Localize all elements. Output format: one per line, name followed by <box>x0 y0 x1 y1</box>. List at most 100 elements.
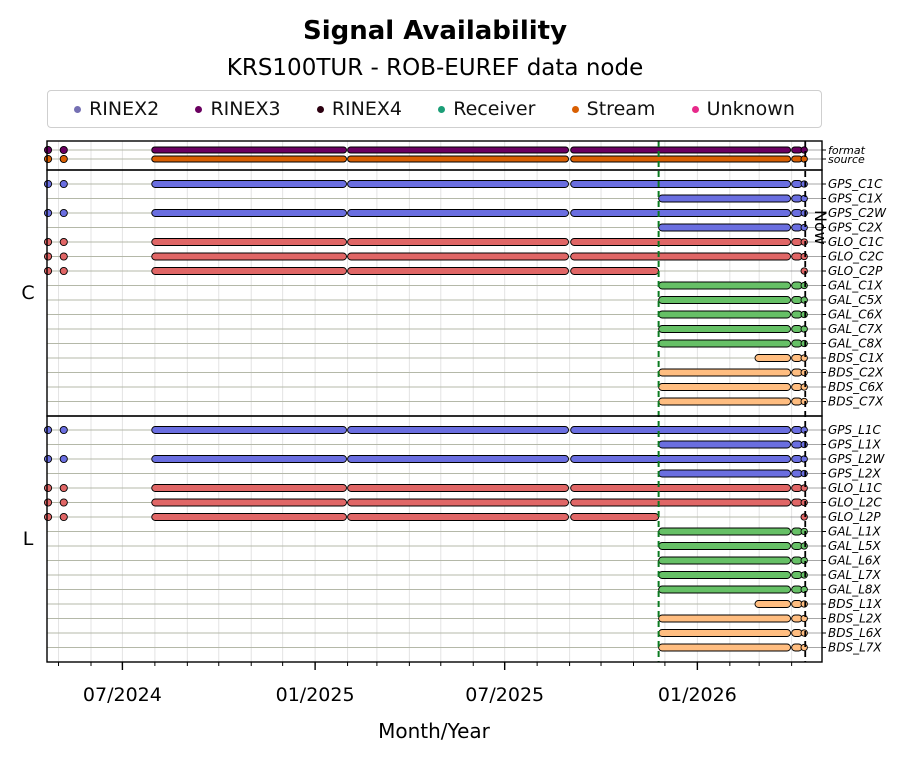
data-point <box>800 513 808 521</box>
availability-segment <box>347 455 570 463</box>
x-tick-label: 07/2025 <box>465 684 544 706</box>
availability-segment <box>791 556 803 565</box>
availability-segment <box>347 484 570 492</box>
data-point <box>59 145 68 155</box>
availability-segment <box>570 426 792 434</box>
data-point <box>800 310 808 319</box>
availability-segment <box>791 571 803 579</box>
availability-segment <box>658 643 792 652</box>
row-label: GAL_L7X <box>828 568 882 582</box>
legend-marker <box>438 105 446 113</box>
row-label: GAL_L6X <box>828 554 882 568</box>
legend-marker <box>691 105 699 113</box>
availability-segment <box>791 643 803 652</box>
row-label: BDS_C7X <box>828 395 884 409</box>
row-label: GLO_L1C <box>828 481 882 495</box>
availability-segment <box>658 556 792 565</box>
data-point <box>59 208 68 218</box>
availability-segment <box>658 542 792 550</box>
data-point <box>800 571 808 579</box>
data-point <box>800 194 808 203</box>
data-point <box>800 325 808 333</box>
row-label: GAL_L1X <box>828 525 882 539</box>
availability-segment <box>791 585 803 594</box>
row-label: GAL_C8X <box>828 337 883 351</box>
data-point <box>800 238 808 246</box>
availability-segment <box>658 281 792 290</box>
availability-segment <box>658 571 792 579</box>
data-point <box>59 512 68 522</box>
x-tick-label: 01/2025 <box>276 684 355 706</box>
data-point <box>800 600 808 608</box>
legend-item-rinex2: RINEX2 <box>74 98 159 120</box>
availability-segment <box>791 310 803 319</box>
data-point <box>43 208 53 218</box>
x-tick-label: 07/2024 <box>83 684 162 706</box>
availability-segment <box>791 238 803 246</box>
data-point <box>800 455 808 463</box>
availability-segment <box>151 455 347 463</box>
availability-segment <box>791 252 803 261</box>
row-label: GAL_C7X <box>828 322 883 336</box>
data-point <box>800 527 808 536</box>
data-point <box>59 454 68 464</box>
availability-segment <box>658 629 792 637</box>
data-point <box>43 179 53 189</box>
availability-segment <box>151 209 347 217</box>
data-point <box>59 483 68 493</box>
availability-segment <box>791 426 803 434</box>
row-label: BDS_C1X <box>828 351 884 365</box>
row-label: GPS_C1C <box>828 177 883 191</box>
data-point <box>800 643 808 652</box>
availability-segment <box>658 585 792 594</box>
data-point <box>59 425 68 435</box>
legend-label: Unknown <box>706 98 795 120</box>
row-label: BDS_L6X <box>828 626 882 640</box>
data-point <box>800 498 808 507</box>
data-point <box>59 266 68 276</box>
legend-item-rinex3: RINEX3 <box>195 98 281 120</box>
row-label: BDS_L7X <box>828 641 882 655</box>
availability-segment <box>151 146 347 154</box>
row-label: format <box>828 144 866 157</box>
row-label: GLO_C2C <box>828 250 884 264</box>
availability-segment <box>791 223 803 232</box>
availability-segment <box>791 629 803 637</box>
row-label: BDS_C6X <box>828 380 884 394</box>
availability-segment <box>658 194 792 203</box>
availability-segment <box>791 368 803 377</box>
availability-segment <box>791 194 803 203</box>
data-point <box>800 614 808 623</box>
row-label: GPS_L1C <box>828 423 881 437</box>
panel-frame <box>46 169 823 417</box>
data-point <box>43 154 53 164</box>
availability-segment <box>570 180 792 188</box>
legend-item-rinex4: RINEX4 <box>316 98 402 120</box>
data-point <box>800 354 808 362</box>
availability-segment <box>151 426 347 434</box>
availability-segment <box>570 238 792 246</box>
data-point <box>43 237 53 247</box>
legend: RINEX2 RINEX3 RINEX4 Receiver Stream Unknown <box>47 90 822 128</box>
availability-segment <box>658 325 792 333</box>
availability-segment <box>791 354 803 362</box>
availability-segment <box>791 469 803 478</box>
availability-segment <box>658 296 792 304</box>
data-point <box>800 146 808 154</box>
availability-segment <box>791 614 803 623</box>
availability-segment <box>570 267 660 275</box>
data-point <box>800 252 808 261</box>
data-point <box>43 266 53 276</box>
availability-segment <box>791 339 803 348</box>
availability-segment <box>151 267 347 275</box>
row-label: GPS_C2W <box>828 206 887 220</box>
row-label: GPS_C2X <box>828 221 883 235</box>
availability-segment <box>151 513 347 521</box>
availability-segment <box>570 252 792 261</box>
legend-marker <box>195 105 203 113</box>
availability-segment <box>151 498 347 507</box>
availability-segment <box>754 600 792 608</box>
legend-item-stream: Stream <box>571 98 655 120</box>
availability-segment <box>151 484 347 492</box>
availability-segment <box>791 180 803 188</box>
